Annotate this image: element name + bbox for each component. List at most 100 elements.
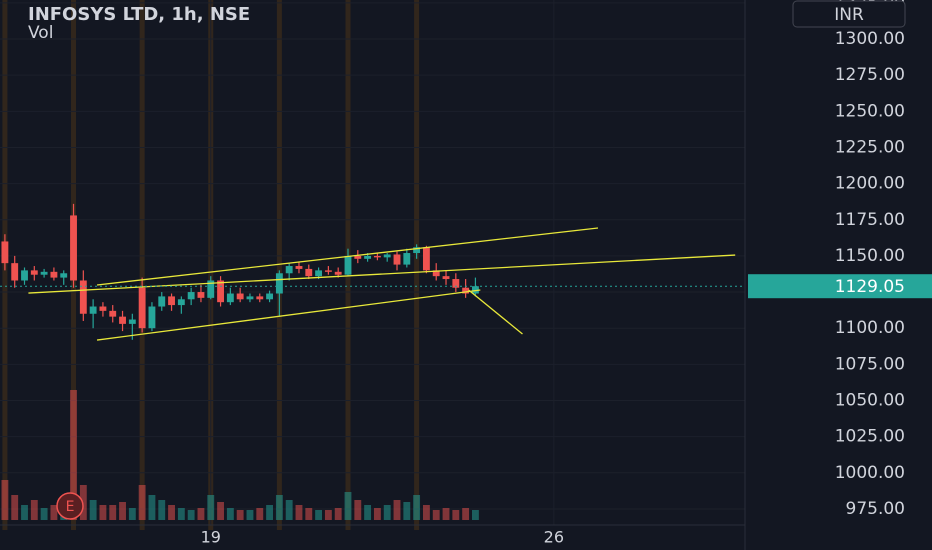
event-badge-circle[interactable] [56, 492, 84, 520]
candle-body [393, 254, 401, 265]
session-band [414, 0, 420, 530]
volume-bar [442, 508, 450, 520]
volume-bar [344, 492, 352, 520]
candle-body [30, 270, 38, 275]
candle-body [295, 266, 303, 269]
volume-bar [158, 500, 166, 520]
volume-bar [138, 485, 146, 520]
candle-body [413, 247, 421, 254]
trend-line [468, 289, 523, 335]
volume-bar [40, 508, 48, 520]
y-tick-label: 1000.00 [835, 463, 905, 483]
chart-subtitle: Vol [28, 23, 53, 43]
y-tick-label: 1300.00 [835, 29, 905, 49]
session-band [276, 0, 282, 530]
volume-bar [246, 510, 254, 520]
volume-bar [11, 495, 19, 520]
candle-body [187, 292, 195, 300]
candle-body [403, 253, 411, 265]
volume-bar [295, 505, 303, 520]
candle-body [119, 316, 126, 324]
candle-body [246, 296, 254, 300]
volume-bar [236, 510, 244, 520]
volume-bar [226, 508, 234, 520]
volume-bar [266, 505, 274, 520]
chart-title: INFOSYS LTD, 1h, NSE [28, 4, 250, 25]
candle-body [168, 296, 175, 306]
candle-body [334, 271, 342, 275]
candle-body [60, 273, 68, 278]
volume-bar [128, 508, 136, 520]
candle-body [226, 293, 234, 303]
volume-bar [403, 502, 411, 520]
candle-body [128, 319, 136, 324]
y-tick-label: 1100.00 [835, 318, 905, 338]
volume-bar [315, 510, 323, 520]
y-tick-label: 975.00 [846, 499, 905, 519]
volume-bar [364, 505, 372, 520]
candle-body [452, 279, 460, 288]
y-tick-label: 1050.00 [835, 390, 905, 410]
currency-label: INR [834, 5, 864, 25]
candle-body [373, 255, 381, 258]
volume-bar [79, 485, 87, 520]
y-tick-label: 1200.00 [835, 174, 905, 194]
candle-body [99, 306, 107, 311]
candle-body [11, 263, 19, 281]
candle-body [442, 276, 450, 280]
volume-bar [187, 510, 195, 520]
candle-body [89, 306, 97, 314]
volume-bar [413, 495, 421, 520]
candle-body [236, 293, 244, 300]
volume-bar [197, 508, 205, 520]
volume-bar [99, 505, 107, 520]
volume-bar [1, 480, 9, 520]
candle-body [383, 254, 391, 258]
volume-bar [148, 495, 156, 520]
candle-body [197, 292, 205, 298]
volume-bar [354, 500, 362, 520]
candle-body [79, 280, 87, 314]
session-band [139, 0, 145, 530]
volume-bar [383, 505, 391, 520]
y-tick-label: 1175.00 [835, 210, 905, 230]
candle-body [138, 287, 146, 329]
y-tick-label: 1075.00 [835, 354, 905, 374]
volume-bar [119, 502, 126, 520]
candle-body [354, 255, 362, 259]
volume-bar [217, 502, 224, 520]
candle-body [364, 255, 372, 259]
y-tick-label: 1225.00 [835, 137, 905, 157]
volume-bar [256, 508, 264, 520]
volume-bar [168, 505, 175, 520]
y-tick-label: 1250.00 [835, 101, 905, 121]
currency-box [792, 0, 906, 28]
candle-body [217, 280, 224, 303]
volume-bar [324, 510, 332, 520]
candle-body [285, 266, 293, 274]
candle-body [275, 273, 283, 294]
x-tick-label: 26 [544, 528, 564, 547]
volume-bar [285, 500, 293, 520]
volume-bar [70, 390, 77, 520]
y-tick-label: 1150.00 [835, 246, 905, 266]
volume-bar [393, 500, 401, 520]
candle-body [266, 293, 274, 300]
volume-bar [462, 508, 470, 520]
volume-bar [275, 495, 283, 520]
candle-body [21, 270, 28, 281]
candle-body [177, 299, 185, 306]
x-tick-label: 19 [201, 528, 221, 547]
candle-body [40, 271, 48, 275]
volume-bar [177, 508, 185, 520]
candle-body [256, 296, 264, 300]
candle-body [1, 241, 9, 264]
last-price-box [748, 274, 932, 299]
volume-bar [373, 508, 381, 520]
y-tick-label: 1025.00 [835, 427, 905, 447]
candle-body [462, 287, 470, 294]
last-price-label: 1129.05 [835, 277, 905, 297]
trend-line [96, 227, 599, 286]
candle-body [207, 280, 215, 298]
